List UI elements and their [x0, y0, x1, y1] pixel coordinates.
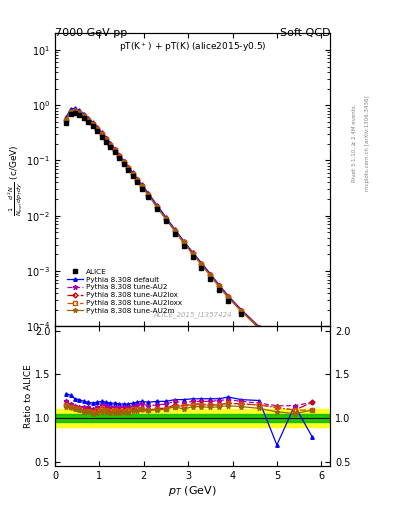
- Text: Soft QCD: Soft QCD: [280, 28, 330, 38]
- Text: Rivet 3.1.10, ≥ 2.4M events: Rivet 3.1.10, ≥ 2.4M events: [352, 105, 357, 182]
- X-axis label: $p_T$ (GeV): $p_T$ (GeV): [168, 483, 217, 498]
- Text: 7000 GeV pp: 7000 GeV pp: [55, 28, 127, 38]
- Bar: [55, 414, 330, 422]
- Text: mcplots.cern.ch [arXiv:1306.3436]: mcplots.cern.ch [arXiv:1306.3436]: [365, 96, 371, 191]
- Text: ALICE_2015_I1357424: ALICE_2015_I1357424: [153, 311, 232, 317]
- Y-axis label: Ratio to ALICE: Ratio to ALICE: [24, 364, 33, 428]
- Bar: [55, 409, 330, 426]
- Y-axis label: $\frac{1}{N_{inel}}\frac{d^2N}{dp_{T}dy}$ (c/GeV): $\frac{1}{N_{inel}}\frac{d^2N}{dp_{T}dy}…: [6, 144, 25, 216]
- Legend: ALICE, Pythia 8.308 default, Pythia 8.308 tune-AU2, Pythia 8.308 tune-AU2lox, Py: ALICE, Pythia 8.308 default, Pythia 8.30…: [64, 266, 185, 317]
- Text: pT(K$^+$) + pT(K) (alice2015-y0.5): pT(K$^+$) + pT(K) (alice2015-y0.5): [119, 40, 266, 54]
